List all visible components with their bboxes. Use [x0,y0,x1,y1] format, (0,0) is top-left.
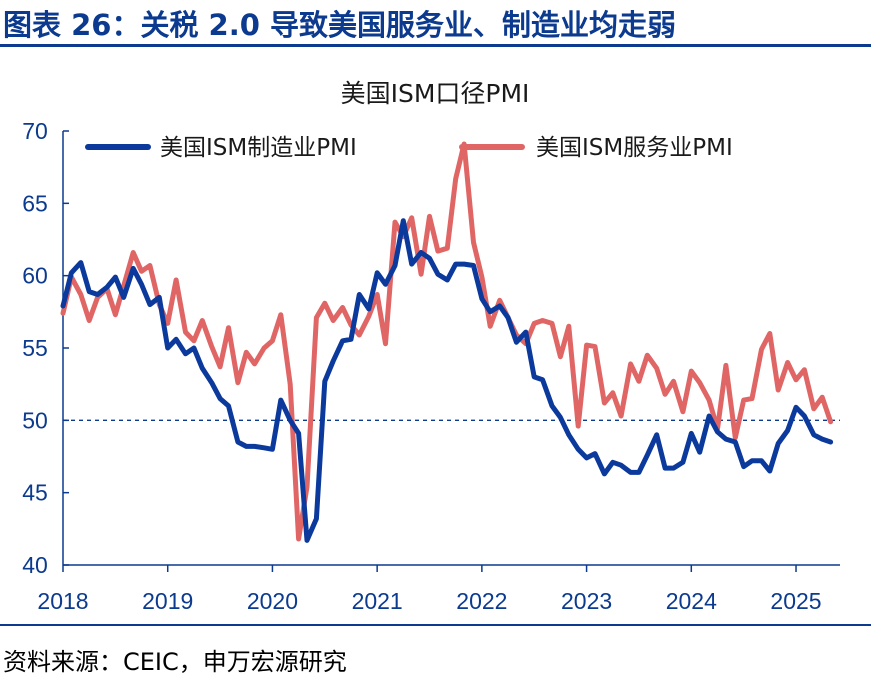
x-tick-label: 2022 [456,588,507,614]
y-tick-label: 60 [22,263,48,289]
axes: 40 45 50 55 60 65 70 2018 2019 2020 2021 2022 2023 20… [22,118,840,614]
x-tick-label: 2023 [561,588,612,614]
x-tick-label: 2025 [770,588,821,614]
legend-label-services: 美国ISM服务业PMI [536,135,733,161]
y-tick-label: 50 [22,407,48,433]
x-tick-label: 2020 [247,588,298,614]
x-tick-label: 2019 [142,588,193,614]
x-tick-label: 2021 [352,588,403,614]
heading-divider [0,44,871,47]
x-tick-label: 2018 [37,588,88,614]
series-line-manufacturing [60,218,834,543]
y-tick-label: 65 [22,190,48,216]
pmi-line-chart: 美国ISM口径PMI 40 45 50 55 60 65 70 2018 2019 2020 202… [22,79,840,614]
y-tick-label: 70 [22,118,48,144]
footer-divider [0,624,871,626]
chart-title: 美国ISM口径PMI [341,79,530,108]
x-tick-label: 2024 [666,588,717,614]
series-line-services [60,141,834,542]
source-note: 资料来源：CEIC，申万宏源研究 [3,648,347,676]
y-tick-label: 45 [22,480,48,506]
y-tick-label: 55 [22,335,48,361]
figure-heading: 图表 26：关税 2.0 导致美国服务业、制造业均走弱 [3,8,677,42]
series-lines [60,141,834,543]
legend-label-manufacturing: 美国ISM制造业PMI [160,135,357,161]
legend: 美国ISM制造业PMI 美国ISM服务业PMI [85,135,733,161]
y-tick-label: 40 [22,552,48,578]
